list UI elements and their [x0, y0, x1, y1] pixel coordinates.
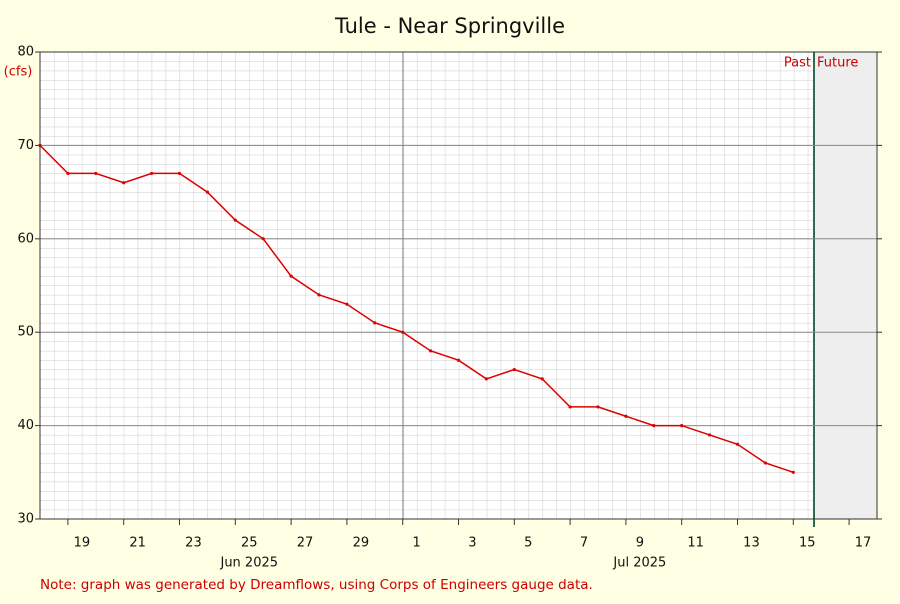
data-point [66, 171, 70, 176]
data-point [735, 442, 740, 446]
x-tick-label: 3 [468, 536, 476, 551]
minor-grid [40, 52, 877, 519]
data-point [289, 274, 293, 278]
data-point [456, 358, 461, 362]
x-tick-label: 27 [297, 536, 314, 551]
data-point [791, 470, 795, 474]
x-tick-label: 9 [636, 536, 644, 551]
x-tick-label: 1 [413, 536, 421, 551]
data-point [624, 414, 628, 418]
note: Note: graph was generated by Dreamflows,… [40, 577, 593, 593]
x-tick-label: 17 [855, 536, 872, 551]
data-point [205, 190, 209, 194]
x-tick-label: 19 [74, 536, 91, 551]
data-point [317, 293, 321, 297]
data-point [763, 461, 768, 465]
x-tick-label: 7 [580, 536, 588, 551]
data-point [401, 330, 405, 334]
x-tick-label: 5 [524, 536, 532, 551]
x-tick-label: 15 [799, 536, 816, 551]
data-point [484, 377, 488, 381]
data-point [345, 302, 349, 306]
month-label: Jul 2025 [612, 556, 666, 571]
y-tick-label: 80 [17, 45, 34, 60]
data-point [233, 218, 237, 222]
y-tick-label: 50 [17, 325, 34, 340]
month-label: Jun 2025 [219, 556, 278, 571]
y-unit: (cfs) [4, 65, 33, 80]
data-point [708, 433, 712, 437]
data-point [680, 424, 684, 428]
y-tick-label: 30 [17, 512, 34, 527]
plot-frame [39, 51, 878, 520]
x-tick-label: 25 [241, 536, 258, 551]
data-point [94, 171, 98, 176]
data-point [429, 349, 433, 353]
future-label: Future [817, 56, 858, 71]
data-point [150, 171, 154, 176]
data-point [540, 377, 544, 381]
x-tick-label: 11 [687, 536, 704, 551]
data-point [261, 237, 265, 241]
x-tick-label: 13 [743, 536, 760, 551]
data-point [568, 405, 572, 409]
y-tick-label: 60 [17, 231, 34, 246]
data-point [373, 321, 377, 325]
y-tick-label: 40 [17, 418, 34, 433]
series-line [39, 144, 794, 474]
x-tick-label: 23 [185, 536, 202, 551]
data-point [596, 405, 600, 409]
x-tick-label: 29 [353, 536, 370, 551]
data-point [122, 181, 126, 185]
data-point [177, 171, 182, 176]
y-tick-label: 70 [17, 138, 34, 153]
chart-title: Tule - Near Springville [334, 14, 565, 38]
past-label: Past [784, 56, 811, 71]
future-shade [814, 52, 877, 519]
x-tick-label: 21 [129, 536, 146, 551]
data-point [512, 367, 516, 372]
data-point [652, 424, 656, 428]
